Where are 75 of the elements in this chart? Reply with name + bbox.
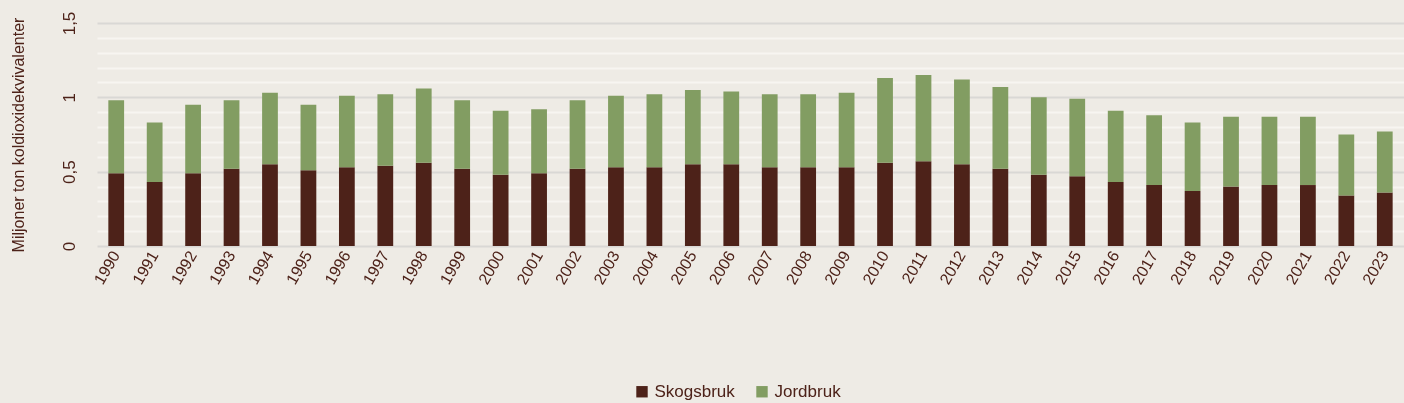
bar [300,104,317,171]
bar [108,100,125,174]
legend-label: Jordbruk [774,381,842,401]
bar [1107,182,1124,246]
bar [1376,192,1393,246]
bar [1030,174,1047,246]
bar [531,109,547,174]
bar [454,168,471,246]
legend-label: Skogsbruk [654,381,736,401]
bar [1146,115,1163,186]
bar [1300,185,1316,246]
bar [185,173,201,246]
bar [262,92,278,165]
bar [646,167,663,246]
bar [1184,122,1201,191]
bar [684,89,701,165]
bar [915,161,932,246]
y-tick-label: 0 [59,241,79,252]
bar [1223,116,1239,187]
bar [838,92,855,168]
bar [1030,97,1047,175]
bar [1069,176,1086,246]
bar [108,173,125,246]
bar [185,104,201,174]
bar [569,168,586,246]
bar [1261,116,1278,186]
bar [300,170,317,246]
bar [608,95,624,168]
bar [954,79,970,165]
bar [800,94,817,168]
bar [338,167,355,246]
bar [877,78,893,163]
bar [492,174,509,246]
bar [1069,98,1086,177]
bar [608,167,624,246]
bar [761,94,778,168]
bar [761,167,778,246]
bar [1223,186,1239,246]
bar [223,100,240,169]
bar [415,162,432,246]
bar [646,94,663,168]
bar [1184,190,1201,246]
bar [877,162,893,246]
bar [146,182,163,246]
bar [338,95,355,168]
bar [992,168,1009,246]
bar [915,75,932,162]
bar [569,100,586,169]
bar [1376,131,1393,193]
bar [492,110,509,175]
bar [1146,185,1163,246]
bar [1300,116,1316,186]
bar [684,164,701,246]
y-tick-label: 0,5 [59,160,79,184]
y-tick-label: 1,5 [59,11,79,36]
bar [1261,185,1278,246]
bar [800,167,817,246]
bar [454,100,471,169]
bar [146,122,163,183]
bar [377,165,394,246]
bar [415,88,432,163]
bar [377,94,394,166]
bar [531,173,547,246]
bar [954,164,970,246]
bar [1107,110,1124,183]
bar [838,167,855,246]
y-axis-title: Miljoner ton koldioxidekvivalenter [9,16,27,253]
bar [1338,195,1355,246]
bar [992,86,1009,169]
bar [723,164,740,246]
bar [262,164,278,246]
bar [223,168,240,246]
bar [723,91,740,165]
y-tick-label: 1 [59,93,79,103]
bar [1338,134,1355,196]
